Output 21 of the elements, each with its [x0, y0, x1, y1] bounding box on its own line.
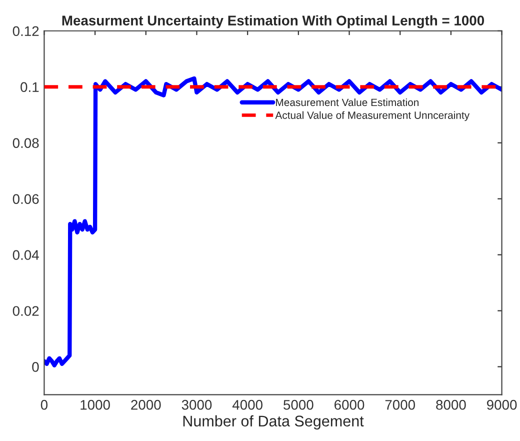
y-tick-label: 0.12 [12, 26, 39, 36]
legend-label: Actual Value of Measurement Unncerainty [275, 111, 470, 122]
x-tick-label: 2000 [131, 400, 161, 410]
legend-label: Measurement Value Estimation [276, 98, 418, 106]
x-tick-label: 6000 [334, 400, 364, 410]
x-tick-label: 3000 [182, 400, 212, 410]
x-tick-label: 7000 [385, 400, 416, 410]
x-tick-label: 0 [40, 400, 48, 410]
x-tick-label: 4000 [232, 400, 262, 410]
y-tick-label: 0 [32, 362, 39, 372]
x-tick-label: 9000 [487, 400, 517, 410]
x-axis-title: Number of Data Segement [183, 415, 364, 430]
y-tick-label: 0.06 [12, 194, 39, 204]
chart-title: Measurment Uncertainty Estimation With Optimal Length = 1000 [62, 15, 484, 28]
y-tick-label: 0.1 [20, 82, 39, 92]
y-tick-label: 0.02 [12, 306, 39, 316]
x-tick-label: 8000 [436, 400, 466, 410]
y-tick-label: 0.04 [12, 250, 39, 260]
x-tick-label: 5000 [284, 400, 314, 410]
x-tick-label: 1000 [80, 400, 110, 410]
y-tick-label: 0.08 [12, 138, 39, 148]
